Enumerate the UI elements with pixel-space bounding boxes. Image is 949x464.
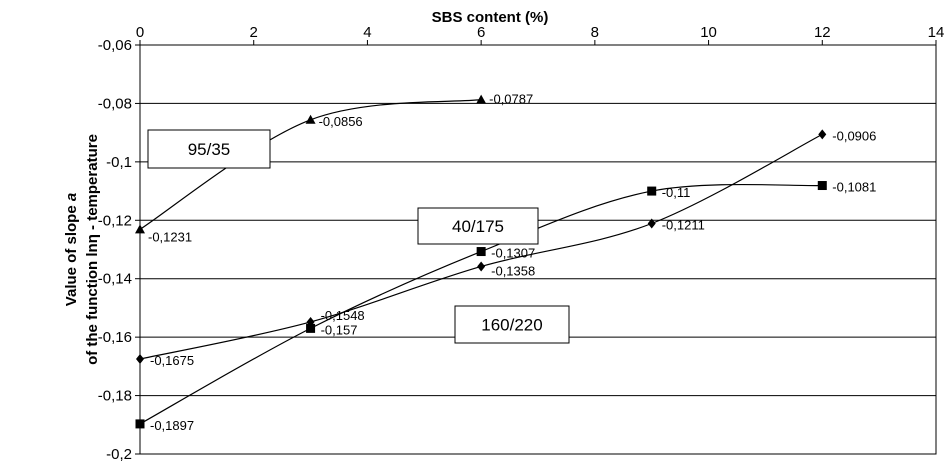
x-axis-title: SBS content (%) (432, 9, 549, 26)
series-name-box (417, 207, 539, 245)
square-marker (817, 181, 827, 191)
data-label: -0,0906 (832, 128, 876, 143)
square-marker (647, 186, 657, 196)
series-name-box (454, 305, 570, 344)
x-tick-label: 14 (928, 24, 945, 41)
y-tick-label: -0,12 (98, 212, 132, 229)
square-marker (135, 419, 145, 429)
x-tick-label: 4 (363, 24, 371, 41)
data-label: -0,1307 (491, 246, 535, 261)
x-tick-label: 8 (591, 24, 599, 41)
data-labels: -0,1231 -0,0856 -0,0787 -0,1897 -0,157 -0,130… (148, 92, 876, 433)
square-marker (476, 247, 486, 257)
x-tick-label: 10 (700, 24, 717, 41)
y-tick-label: -0,06 (98, 37, 132, 54)
data-markers (135, 94, 827, 429)
triangle-marker (135, 224, 145, 234)
x-tick-label: 0 (136, 24, 144, 41)
diamond-marker (818, 129, 827, 140)
diamond-marker (647, 218, 656, 229)
plot-area-frame (139, 44, 937, 455)
grid-lines (140, 44, 936, 455)
square-marker (306, 323, 316, 333)
diamond-marker (136, 354, 144, 365)
y-tick-label: -0,14 (98, 271, 132, 288)
data-label: -0,0856 (319, 114, 363, 129)
series-name-box (147, 129, 271, 169)
y-axis-title-line1: Value of slope a (63, 193, 80, 306)
data-label: -0,1897 (150, 418, 194, 433)
data-label: -0,1358 (491, 263, 535, 278)
data-label: -0,11 (662, 185, 691, 200)
series-name-label: 95/35 (188, 140, 231, 159)
x-tick-label: 2 (250, 24, 258, 41)
x-tick-label: 12 (814, 24, 831, 41)
data-label: -0,1675 (150, 353, 194, 368)
y-tick-label: -0,2 (106, 446, 132, 463)
y-tick-label: -0,16 (98, 329, 132, 346)
y-tick-label: -0,08 (98, 95, 132, 112)
data-label: -0,1211 (662, 217, 705, 232)
y-tick-label: -0,1 (106, 154, 132, 171)
triangle-marker (305, 114, 316, 124)
series-name-boxes: 95/35 40/175 160/220 (147, 129, 570, 344)
y-axis-title-line2: of the function lnη - temperature (84, 134, 101, 365)
series-name-label: 40/175 (452, 217, 504, 236)
x-tick-label: 6 (477, 24, 485, 41)
diamond-marker (306, 316, 315, 327)
y-tick-label: -0,18 (98, 388, 132, 405)
data-label: -0,0787 (489, 92, 533, 107)
data-label: -0,157 (321, 322, 358, 337)
triangle-marker (476, 94, 487, 104)
series-name-label: 160/220 (481, 316, 542, 335)
data-label: -0,1548 (321, 308, 365, 323)
data-label: -0,1081 (832, 180, 876, 195)
axes: -0,06 -0,08 -0,1 -0,12 -0,14 -0,16 -0,18 -0,2 0 2… (98, 24, 945, 463)
data-label: -0,1231 (148, 229, 192, 244)
diamond-marker (477, 261, 486, 272)
